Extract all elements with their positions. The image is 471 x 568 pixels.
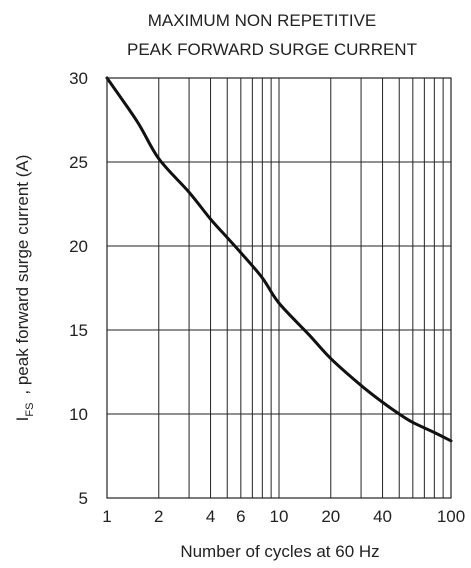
x-tick-label: 4 xyxy=(206,507,215,526)
y-axis-label: IFS , peak forward surge current (A) xyxy=(13,155,36,422)
chart-title-line-1: MAXIMUM NON REPETITIVE xyxy=(148,11,377,30)
plot-frame xyxy=(106,77,452,499)
x-tick-label: 1 xyxy=(102,507,111,526)
y-tick-label: 10 xyxy=(69,405,88,424)
x-tick-label: 10 xyxy=(270,507,289,526)
grid xyxy=(106,77,452,499)
y-axis-label-text: , peak forward surge current (A) xyxy=(13,155,32,395)
surge-current-series-line xyxy=(105,76,453,443)
x-tick-label: 20 xyxy=(321,507,340,526)
x-tick-label: 40 xyxy=(373,507,392,526)
x-tick-label: 2 xyxy=(154,507,163,526)
chart-title-line-2: PEAK FORWARD SURGE CURRENT xyxy=(127,40,417,59)
y-axis-label-subscript: FS xyxy=(24,403,36,417)
y-tick-label: 15 xyxy=(69,321,88,340)
y-tick-label: 25 xyxy=(69,153,88,172)
y-axis-label-symbol: I xyxy=(13,417,32,422)
x-tick-label: 100 xyxy=(437,507,465,526)
series-group xyxy=(105,76,453,443)
x-tick-label: 6 xyxy=(236,507,245,526)
tick-labels: 1 2 4 6 10 20 40 100 5 10 15 20 25 30 xyxy=(69,69,465,526)
y-tick-label: 30 xyxy=(69,69,88,88)
y-tick-label: 5 xyxy=(79,489,88,508)
x-axis-label: Number of cycles at 60 Hz xyxy=(180,542,379,561)
y-tick-label: 20 xyxy=(69,237,88,256)
